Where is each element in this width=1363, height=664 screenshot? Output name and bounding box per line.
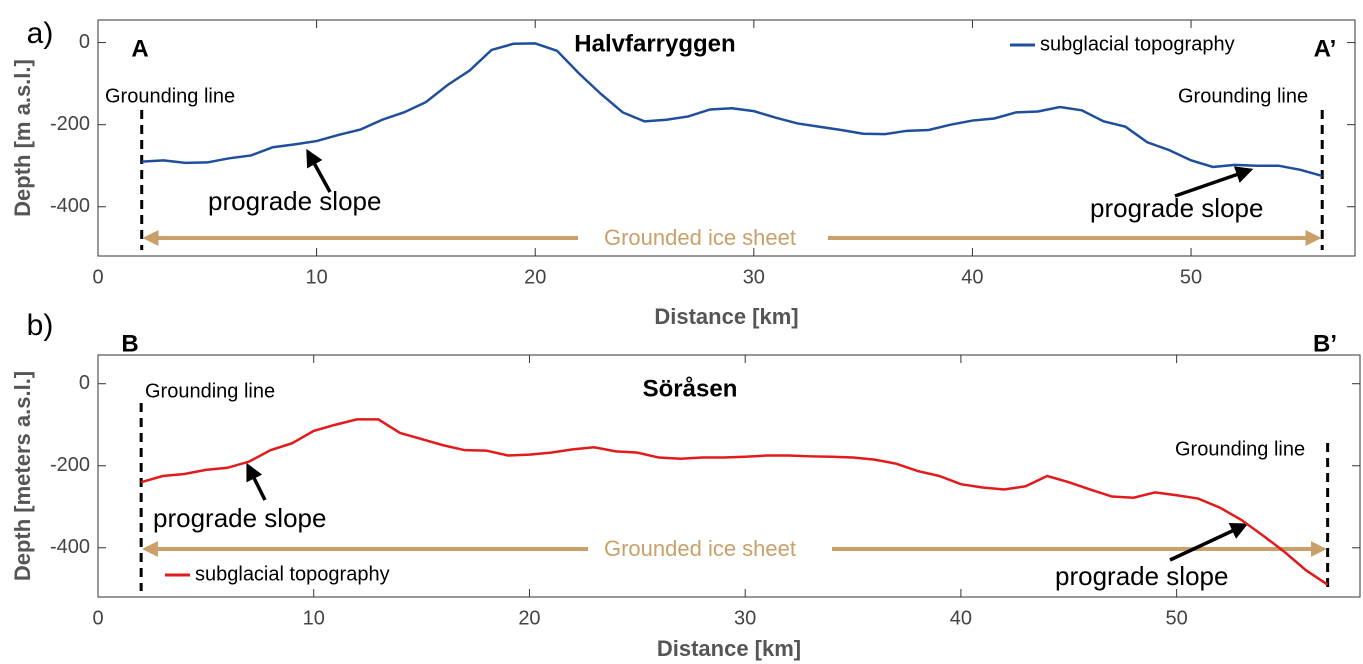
- slope-label: prograde slope: [1055, 561, 1228, 591]
- x-tick-label: 50: [1166, 607, 1188, 629]
- slope-label: prograde slope: [1090, 193, 1263, 223]
- x-axis-label: Distance [km]: [657, 636, 801, 661]
- y-tick-label: -400: [50, 536, 90, 558]
- legend-label: subglacial topography: [1040, 33, 1235, 55]
- x-tick-label: 40: [961, 266, 983, 288]
- y-tick-label: 0: [79, 372, 90, 394]
- slope-label: prograde slope: [153, 503, 326, 533]
- slope-arrow: [246, 462, 267, 501]
- profile-end-label: B: [121, 330, 138, 357]
- panel-label: a): [27, 17, 54, 50]
- profile-end-label: A’: [1314, 35, 1337, 62]
- y-tick-label: -400: [50, 195, 90, 217]
- x-tick-label: 30: [743, 266, 765, 288]
- x-axis-label: Distance [km]: [654, 304, 798, 329]
- chart-title: Söråsen: [643, 375, 738, 402]
- plot-frame: [97, 354, 1361, 598]
- grounding-line-label: Grounding line: [1178, 85, 1308, 107]
- slope-label: prograde slope: [208, 186, 381, 216]
- y-tick-label: 0: [79, 31, 90, 53]
- slope-arrow: [306, 148, 332, 193]
- x-tick-label: 20: [518, 607, 540, 629]
- slope-arrow: [1174, 166, 1254, 198]
- profile-end-label: A: [131, 35, 148, 62]
- plot-frame: [97, 19, 1356, 257]
- data-line: [140, 418, 1329, 586]
- x-tick-label: 40: [950, 607, 972, 629]
- x-tick-label: 10: [303, 607, 325, 629]
- y-axis-label: Depth [m a.s.l.]: [10, 59, 35, 217]
- panel-label: b): [27, 309, 54, 342]
- x-tick-label: 30: [734, 607, 756, 629]
- x-tick-label: 20: [524, 266, 546, 288]
- chart-title: Halvfarryggen: [574, 30, 735, 57]
- legend-label: subglacial topography: [195, 563, 390, 585]
- grounding-line-label: Grounding line: [1175, 438, 1305, 460]
- slope-arrow: [1169, 522, 1249, 562]
- x-tick-label: 50: [1180, 266, 1202, 288]
- y-tick-label: -200: [50, 454, 90, 476]
- ice-sheet-label: Grounded ice sheet: [604, 536, 796, 561]
- grounding-line-label: Grounding line: [145, 380, 275, 402]
- grounding-line-label: Grounding line: [105, 85, 235, 107]
- y-axis-label: Depth [meters a.s.l.]: [10, 371, 35, 581]
- x-tick-label: 0: [92, 266, 103, 288]
- x-tick-label: 10: [305, 266, 327, 288]
- ice-sheet-label: Grounded ice sheet: [604, 225, 796, 250]
- y-tick-label: -200: [50, 113, 90, 135]
- x-tick-label: 0: [92, 607, 103, 629]
- profile-end-label: B’: [1313, 330, 1337, 357]
- data-line: [141, 42, 1323, 178]
